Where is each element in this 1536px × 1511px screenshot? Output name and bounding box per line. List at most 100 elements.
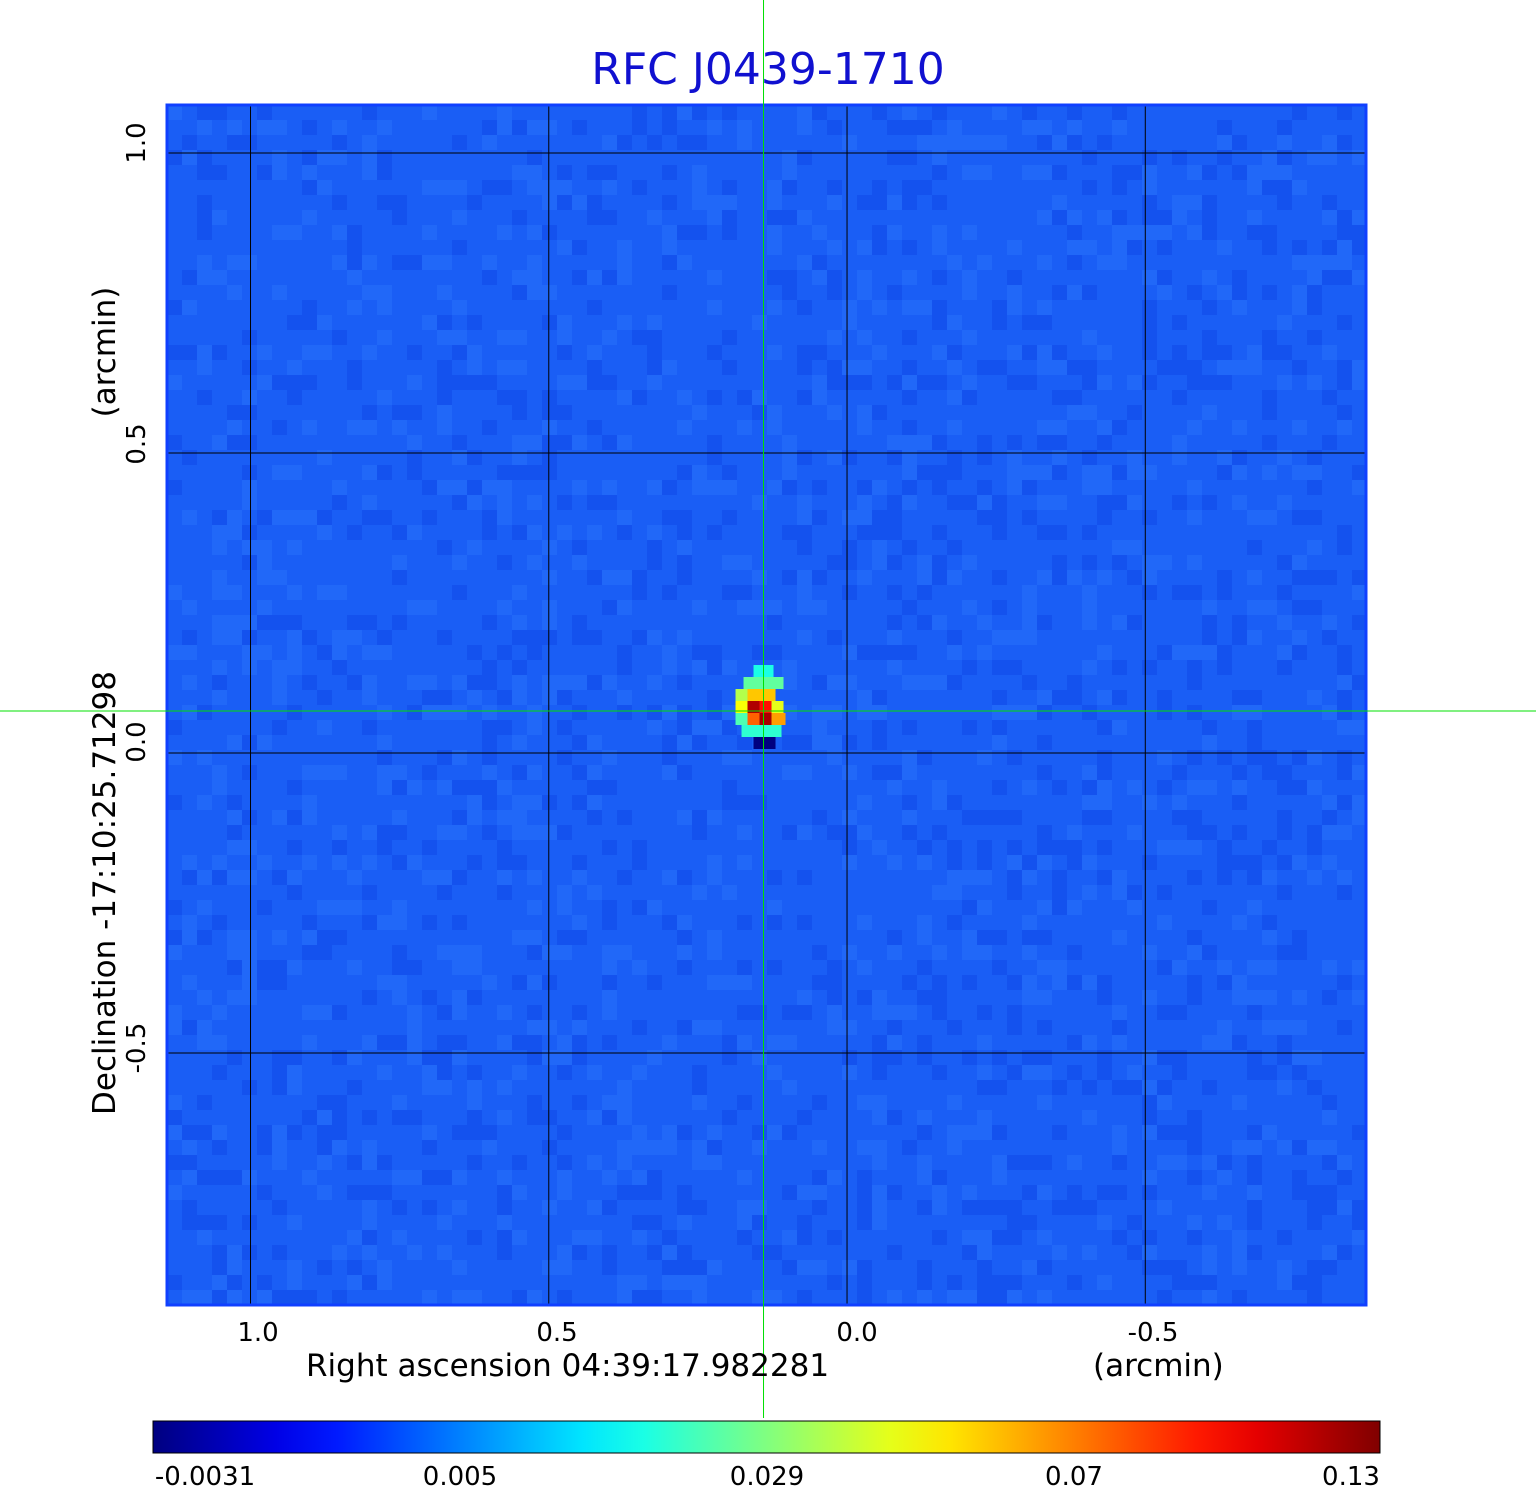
heatmap-cell [1112,1005,1127,1020]
heatmap-cell [332,840,347,855]
heatmap-cell [902,330,917,345]
heatmap-cell [1052,420,1067,435]
heatmap-cell [797,150,812,165]
heatmap-cell [482,480,497,495]
heatmap-cell [362,720,377,735]
heatmap-cell [737,1005,752,1020]
heatmap-cell [497,510,512,525]
heatmap-cell [332,1110,347,1125]
heatmap-cell [1322,255,1337,270]
heatmap-cell [557,1050,572,1065]
heatmap-cell [1142,1245,1157,1260]
heatmap-cell [1052,195,1067,210]
heatmap-cell [992,660,1007,675]
heatmap-cell [377,765,392,780]
heatmap-cell [887,1245,902,1260]
heatmap-cell [647,705,662,720]
heatmap-cell [677,465,692,480]
heatmap-cell [317,945,332,960]
heatmap-cell [677,1185,692,1200]
heatmap-cell [1157,1080,1172,1095]
heatmap-cell [1007,870,1022,885]
heatmap-cell [482,270,497,285]
heatmap-cell [1337,885,1352,900]
heatmap-cell [632,840,647,855]
heatmap-cell [767,270,782,285]
heatmap-cell [512,1155,527,1170]
heatmap-cell [587,630,602,645]
heatmap-cell [1277,375,1292,390]
heatmap-cell [242,630,257,645]
heatmap-cell [1142,195,1157,210]
heatmap-cell [362,690,377,705]
heatmap-cell [992,525,1007,540]
heatmap-cell [332,225,347,240]
heatmap-cell [647,675,662,690]
heatmap-cell [857,1290,872,1305]
heatmap-cell [632,1140,647,1155]
heatmap-cell [857,495,872,510]
heatmap-cell [392,975,407,990]
heatmap-cell [1217,465,1232,480]
heatmap-cell [182,1140,197,1155]
heatmap-cell [707,645,722,660]
heatmap-cell [392,1035,407,1050]
heatmap-cell [407,1110,422,1125]
heatmap-cell [587,525,602,540]
heatmap-cell [302,1005,317,1020]
heatmap-cell [287,1050,302,1065]
heatmap-cell [1247,735,1262,750]
heatmap-cell [737,390,752,405]
heatmap-cell [632,105,647,120]
heatmap-cell [1187,675,1202,690]
heatmap-cell [782,570,797,585]
heatmap-cell [1202,1260,1217,1275]
heatmap-cell [1112,660,1127,675]
heatmap-cell [1172,960,1187,975]
heatmap-cell [1337,1200,1352,1215]
heatmap-cell [902,975,917,990]
heatmap-cell [1322,705,1337,720]
heatmap-cell [977,870,992,885]
heatmap-cell [1097,435,1112,450]
heatmap-cell [1352,675,1366,690]
heatmap-cell [992,495,1007,510]
heatmap-cell [1307,465,1322,480]
heatmap-cell [1232,1260,1247,1275]
heatmap-cell [377,645,392,660]
heatmap-cell [977,360,992,375]
heatmap-cell [362,105,377,120]
heatmap-cell [467,855,482,870]
heatmap-cell [932,975,947,990]
colorbar-tick-label: 0.13 [1322,1462,1380,1492]
heatmap-cell [797,1290,812,1305]
heatmap-cell [452,1050,467,1065]
heatmap-cell [1067,135,1082,150]
heatmap-cell [482,510,497,525]
heatmap-cell [632,1125,647,1140]
heatmap-cell [1277,885,1292,900]
heatmap-cell [647,720,662,735]
heatmap-cell [947,675,962,690]
heatmap-cell [497,1185,512,1200]
heatmap-cell [1187,165,1202,180]
heatmap-cell [947,1095,962,1110]
heatmap-cell [497,690,512,705]
heatmap-cell [647,900,662,915]
heatmap-cell [437,1080,452,1095]
heatmap-cell [497,810,512,825]
heatmap-cell [1037,210,1052,225]
heatmap-cell [977,1080,992,1095]
x-axis-unit: (arcmin) [1093,1348,1224,1384]
heatmap-cell [1172,1260,1187,1275]
heatmap-cell [1067,360,1082,375]
heatmap-cell [392,615,407,630]
heatmap-cell [1217,975,1232,990]
source-pixel [747,713,760,725]
heatmap-cell [1307,255,1322,270]
heatmap-cell [722,1110,737,1125]
heatmap-cell [1082,285,1097,300]
heatmap-cell [917,855,932,870]
heatmap-cell [1037,465,1052,480]
